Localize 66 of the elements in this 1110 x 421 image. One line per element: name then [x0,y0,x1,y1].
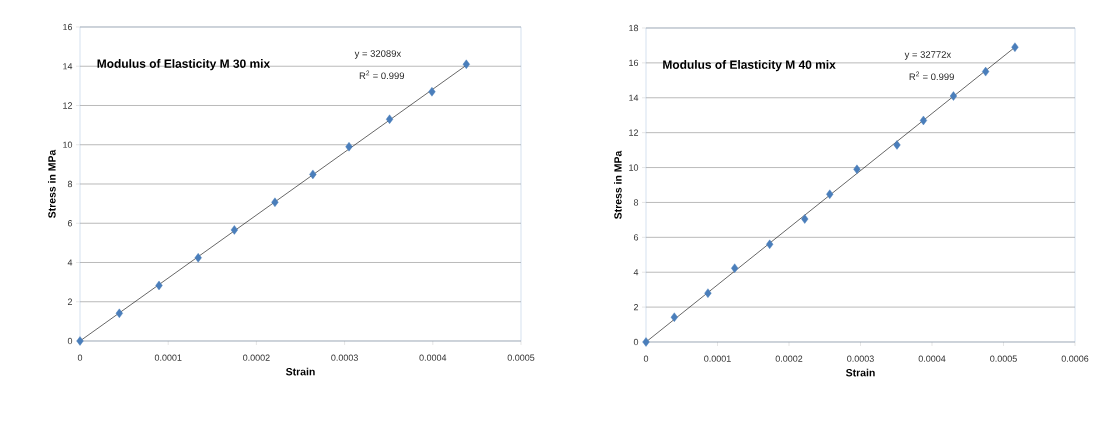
y-tick-label: 6 [633,234,639,241]
y-tick-label: 12 [63,102,73,109]
point [853,164,861,174]
point [670,312,678,322]
point [271,197,279,207]
x-tick-label: 0.0004 [918,355,946,362]
point [194,253,202,263]
x-tick-label: 0.0003 [847,355,874,362]
x-tick-label: 0.0003 [331,354,358,361]
text: Modulus of Elasticity M 40 mix [663,60,836,72]
point [642,337,650,347]
y-tick-label: 8 [633,199,639,206]
x-tick-label: 0.0005 [990,355,1017,362]
annotation: y = 32089x [354,50,402,59]
x-tick-label: 0 [77,354,83,361]
y-tick-label: 0 [67,337,73,345]
y-tick-label: 14 [629,94,639,101]
y-tick-label: 2 [67,298,73,305]
point [766,239,774,250]
point [428,87,436,97]
annotation: R$^{2}$ = 0.999 [909,71,954,81]
point [386,114,394,124]
point [115,308,123,319]
x-tick-label: 0.0001 [704,355,731,362]
y-axis-title: Stress in MPa [47,149,56,218]
point [462,59,470,69]
x-tick-label: 0.0002 [775,355,803,362]
y-tick-label: 2 [633,303,639,311]
y-tick-label: 4 [67,259,73,266]
point [801,214,809,224]
y-tick-label: 12 [629,129,639,136]
x-tick-label: 0.0001 [154,354,182,361]
y-tick-label: 6 [67,220,73,227]
x-axis-title: Strain [845,368,875,377]
y-tick-label: 4 [633,269,639,276]
point [919,115,927,126]
x-tick-label: 0 [643,355,649,362]
x-tick-label: 0.0004 [419,354,447,361]
point [155,280,163,291]
y-tick-label: 0 [633,338,639,346]
point [704,288,712,298]
point [982,66,990,77]
point [345,142,353,152]
point [76,336,84,346]
point [309,169,317,180]
y-tick-label: 14 [63,63,73,70]
point [826,189,834,199]
annotation: y = 32772x [904,51,952,60]
y-tick-label: 10 [63,141,73,148]
y-axis-title: Stress in MPa [613,150,622,219]
text: Modulus of Elasticity M 30 mix [97,59,271,71]
x-tick-label: 0.0005 [507,354,535,361]
annotation: R$^{2}$ = 0.999 [359,70,405,80]
x-tick-label: 0.0002 [243,354,270,361]
point [731,263,739,273]
point [1011,42,1019,52]
x-tick-label: 0.0006 [1061,355,1089,362]
y-tick-label: 8 [67,180,73,188]
y-tick-label: 16 [629,59,639,67]
x-axis-title: Strain [285,367,315,376]
y-tick-label: 18 [629,24,639,32]
point [230,225,238,235]
y-tick-label: 16 [63,23,73,31]
y-tick-label: 10 [629,164,639,171]
point [893,140,901,150]
point [949,91,958,101]
